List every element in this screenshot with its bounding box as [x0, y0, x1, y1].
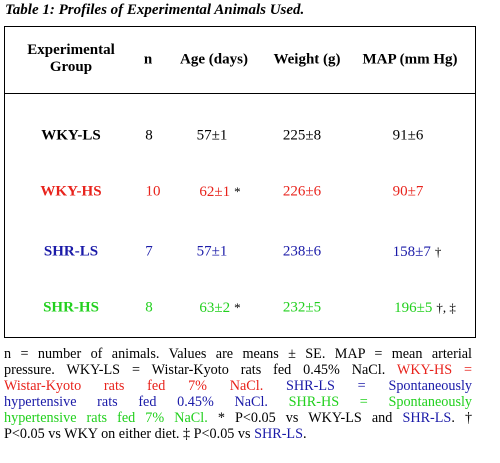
- row-wky-hs-age-cell: 62±1 *: [199, 183, 240, 201]
- row-wky-ls-map: 91±6: [392, 127, 424, 144]
- footnote-line-6: P<0.05 vs WKY on either diet. ‡ P<0.05 v…: [4, 426, 307, 442]
- table-title: Table 1: Profiles of Experimental Animal…: [5, 2, 305, 18]
- footnote-wky-hs: WKY-HS =: [396, 362, 473, 378]
- row-shr-ls-n: 7: [145, 243, 153, 260]
- row-shr-hs-group: SHR-HS: [43, 299, 99, 316]
- row-shr-ls-age: 57±1: [196, 243, 228, 260]
- footnote-shr-ls: SHR-LS = Spontaneously: [286, 378, 472, 394]
- header-weight: Weight (g): [273, 51, 341, 68]
- header-divider: [5, 93, 475, 94]
- header-map: MAP (mm Hg): [362, 51, 458, 68]
- row-shr-hs-weight: 232±5: [282, 299, 322, 316]
- row-wky-ls-n: 8: [145, 127, 153, 144]
- row-wky-hs-n: 10: [145, 183, 161, 200]
- row-wky-hs-age: 62±1: [199, 184, 231, 200]
- row-shr-hs-age-mark: *: [234, 300, 241, 315]
- row-shr-hs-map-mark: †, ‡: [436, 300, 456, 315]
- row-wky-hs-map: 90±7: [392, 183, 424, 200]
- footnote: n = number of animals. Values are means …: [4, 346, 472, 442]
- row-wky-ls-weight: 225±8: [282, 127, 322, 144]
- header-age: Age (days): [180, 51, 248, 68]
- row-shr-hs-age: 63±2: [199, 300, 231, 316]
- header-group: Experimental Group: [27, 42, 115, 75]
- row-wky-hs-age-mark: *: [234, 184, 241, 199]
- row-shr-ls-map: 158±7: [392, 244, 431, 260]
- row-wky-hs-group: WKY-HS: [40, 183, 102, 200]
- row-wky-ls-age: 57±1: [196, 127, 228, 144]
- footnote-line-3: Wistar-Kyoto rats fed 7% NaCl. SHR-LS = …: [4, 378, 472, 394]
- footnote-shr-hs: SHR-HS = Spontaneously: [288, 394, 473, 410]
- row-shr-ls-group: SHR-LS: [43, 243, 99, 260]
- footnote-line-5: hypertensive rats fed 7% NaCl. * P<0.05 …: [4, 410, 473, 426]
- data-table: Experimental Group n Age (days) Weight (…: [4, 26, 476, 338]
- header-n: n: [143, 51, 153, 68]
- row-wky-ls-group: WKY-LS: [41, 127, 101, 144]
- footnote-line-2: pressure. WKY-LS = Wistar-Kyoto rats fed…: [4, 362, 473, 378]
- row-shr-hs-map: 196±5: [394, 300, 433, 316]
- row-shr-hs-n: 8: [145, 299, 153, 316]
- row-wky-hs-weight: 226±6: [282, 183, 322, 200]
- footnote-line-4: hypertensive rats fed 0.45% NaCl. SHR-HS…: [4, 394, 473, 410]
- footnote-line-1: n = number of animals. Values are means …: [4, 346, 472, 362]
- row-shr-ls-map-cell: 158±7 †: [393, 243, 442, 261]
- row-shr-ls-weight: 238±6: [282, 243, 322, 260]
- row-shr-hs-age-cell: 63±2 *: [199, 299, 240, 317]
- row-shr-hs-map-cell: 196±5 †, ‡: [394, 299, 456, 317]
- row-shr-ls-map-mark: †: [434, 244, 442, 259]
